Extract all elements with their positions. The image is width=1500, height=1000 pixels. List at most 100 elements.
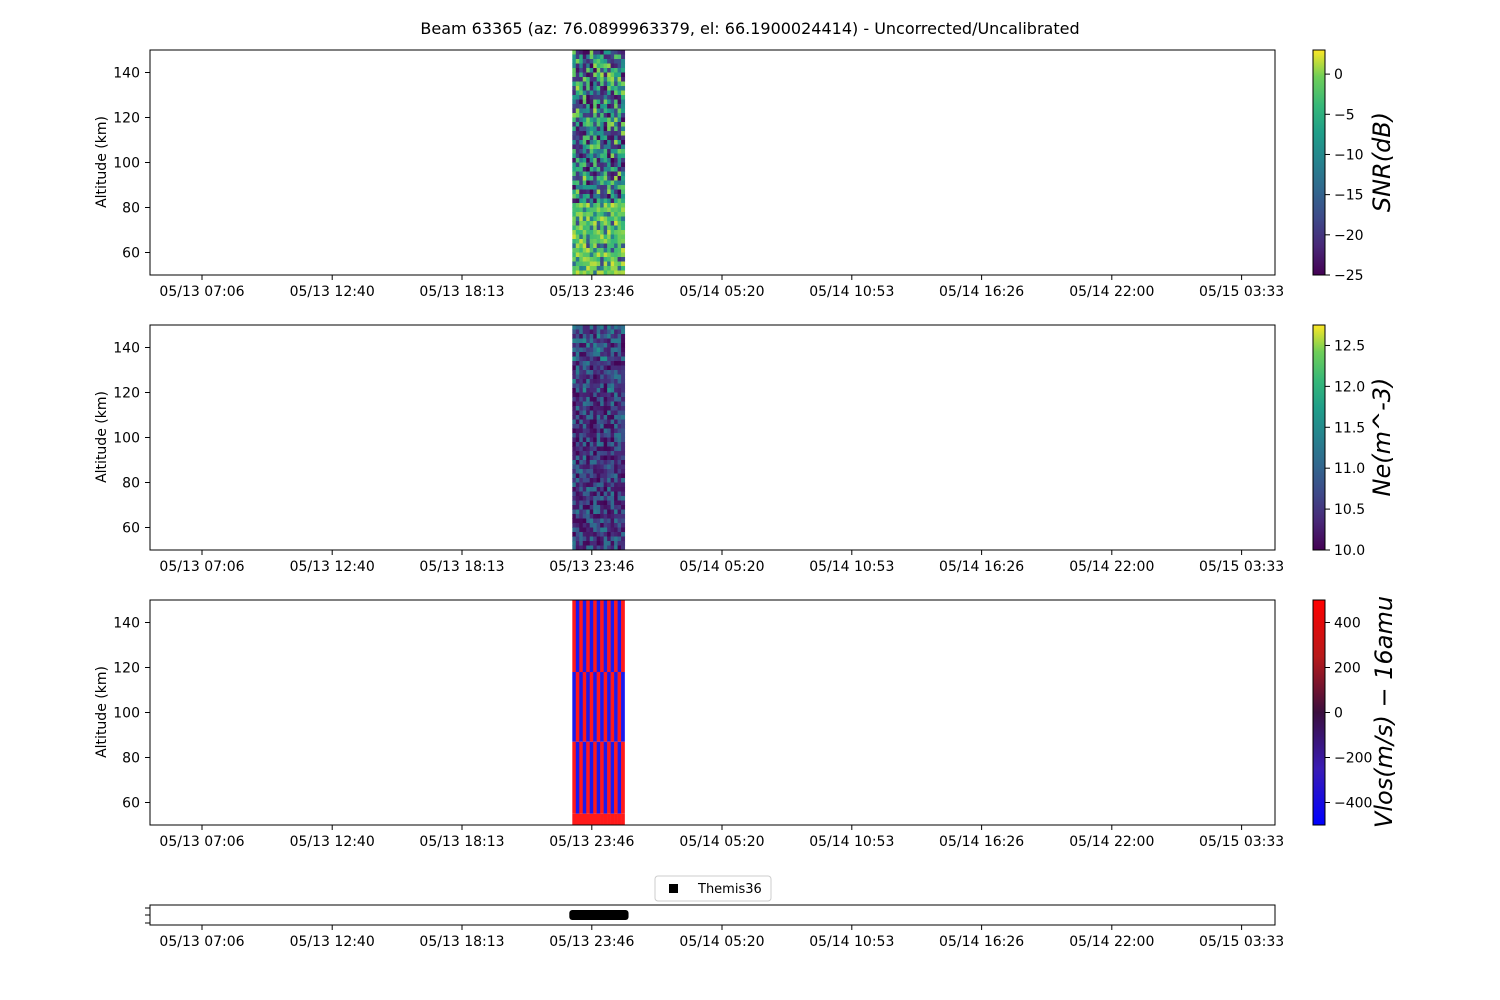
ne-cell [579, 523, 584, 528]
ne-cell [582, 415, 587, 420]
snr-cell [593, 63, 598, 69]
ne-cell [610, 523, 615, 528]
ne-cell [607, 356, 612, 362]
ne-cell [603, 451, 608, 456]
colorbar-tick-label: 12.5 [1334, 338, 1365, 354]
ne-cell [596, 500, 601, 506]
ne-cell [617, 464, 622, 470]
ne-cell [589, 374, 594, 380]
ne-cell [596, 325, 601, 330]
vlos-cell [614, 672, 618, 742]
x-tick-label: 05/13 23:46 [549, 559, 634, 575]
snr-cell [572, 203, 577, 208]
snr-cell [603, 99, 608, 105]
ne-cell [582, 370, 587, 375]
ne-cell [614, 397, 619, 402]
snr-cell [589, 198, 594, 204]
ne-cell [607, 446, 612, 452]
snr-cell [579, 158, 584, 163]
ne-cell [617, 392, 622, 398]
snr-cell [593, 234, 598, 240]
snr-cell [579, 203, 584, 208]
ne-cell [586, 541, 591, 546]
x-tick-label: 05/14 05:20 [679, 934, 764, 950]
snr-cell [593, 153, 598, 159]
ne-cell [600, 365, 605, 371]
snr-cell [575, 135, 580, 141]
vlos-cell [593, 672, 597, 742]
snr-cell [617, 230, 622, 235]
snr-cell [614, 270, 619, 276]
ne-cell [603, 482, 608, 488]
ne-cell [575, 509, 580, 515]
snr-cell [593, 185, 598, 190]
ne-cell [586, 496, 591, 501]
ne-cell [621, 527, 626, 533]
snr-cell [607, 234, 612, 240]
snr-cell [582, 99, 587, 105]
snr-colorbar-label: SNR(dB) [1368, 112, 1396, 212]
ne-cell [614, 518, 619, 524]
ne-cell [610, 361, 615, 366]
x-tick-label: 05/13 18:13 [419, 284, 504, 300]
snr-cell [600, 185, 605, 190]
y-tick-label: 120 [113, 111, 140, 127]
x-tick-label: 05/13 07:06 [159, 934, 244, 950]
y-tick-label: 100 [113, 156, 140, 172]
ne-cell [617, 410, 622, 416]
snr-cell [610, 153, 615, 159]
snr-cell [593, 162, 598, 168]
snr-cell [596, 171, 601, 177]
snr-cell [607, 113, 612, 118]
snr-cell [603, 225, 608, 231]
snr-cell [614, 189, 619, 195]
snr-cell [603, 176, 608, 181]
ne-cell [603, 455, 608, 461]
vlos-cell [600, 600, 604, 672]
snr-cell [586, 122, 591, 127]
ne-cell [600, 536, 605, 542]
ne-cell [586, 478, 591, 483]
ne-cell [614, 455, 619, 461]
snr-cell [610, 230, 615, 235]
ne-cell [582, 460, 587, 465]
snr-cell [579, 50, 584, 55]
snr-cell [607, 162, 612, 168]
ne-cell [607, 343, 612, 348]
ne-cell [607, 509, 612, 515]
ne-cell [589, 406, 594, 411]
vlos-cell [596, 672, 601, 742]
snr-cell [603, 77, 608, 82]
colorbar-tick-label: −5 [1334, 107, 1355, 123]
snr-cell [579, 167, 584, 172]
snr-cell [586, 167, 591, 172]
snr-cell [589, 167, 594, 172]
x-tick-label: 05/13 23:46 [549, 834, 634, 850]
snr-cell [582, 261, 587, 267]
snr-cell [586, 140, 591, 145]
snr-cell [600, 216, 605, 222]
ne-cell [586, 505, 591, 510]
ne-cell [610, 392, 615, 398]
ne-cell [572, 365, 577, 371]
snr-cell [579, 108, 584, 114]
snr-cell [593, 158, 598, 163]
vlos-cell [614, 600, 618, 672]
x-tick-label: 05/13 12:40 [290, 934, 375, 950]
snr-cell [600, 194, 605, 199]
ne-cell [586, 536, 591, 542]
ne-cell [596, 356, 601, 362]
snr-cell [593, 212, 598, 217]
ne-cell [603, 374, 608, 380]
snr-cell [596, 126, 601, 132]
ne-cell [589, 356, 594, 362]
ne-cell [607, 424, 612, 429]
snr-cell [610, 81, 615, 87]
snr-cell [593, 230, 598, 235]
snr-cell [614, 135, 619, 141]
snr-cell [607, 167, 612, 172]
ne-cell [572, 388, 577, 393]
snr-cell [575, 221, 580, 226]
